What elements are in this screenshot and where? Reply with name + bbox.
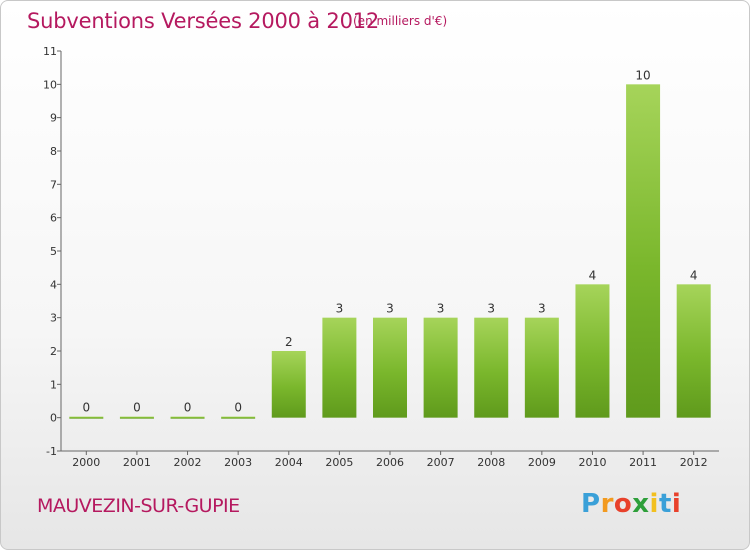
x-tick-label: 2010 xyxy=(578,456,606,469)
value-label: 2 xyxy=(285,335,293,349)
y-tick-label: 1 xyxy=(50,378,57,391)
value-label: 10 xyxy=(635,68,650,82)
x-tick-label: 2004 xyxy=(275,456,303,469)
x-tick-label: 2009 xyxy=(528,456,556,469)
x-tick-label: 2011 xyxy=(629,456,657,469)
y-tick-label: 7 xyxy=(50,178,57,191)
bar-2011 xyxy=(626,84,661,418)
y-tick-label: 5 xyxy=(50,245,57,258)
y-tick-label: 4 xyxy=(50,278,57,291)
x-tick-label: 2003 xyxy=(224,456,252,469)
value-label: 4 xyxy=(690,268,698,282)
chart-title: Subventions Versées 2000 à 2012 xyxy=(27,9,380,33)
bar-2010 xyxy=(575,284,610,418)
bar-2006 xyxy=(373,317,407,418)
y-tick-label: 0 xyxy=(50,412,57,425)
logo-letter: i xyxy=(671,489,682,519)
y-tick-label: 3 xyxy=(50,312,57,325)
logo-letter: t xyxy=(658,489,672,519)
bar-2001 xyxy=(119,416,154,419)
bar-2000 xyxy=(69,416,104,419)
value-label: 3 xyxy=(336,302,344,316)
x-tick-label: 2005 xyxy=(325,456,353,469)
bar-2004 xyxy=(271,351,306,418)
value-label: 0 xyxy=(234,401,242,415)
x-tick-label: 2007 xyxy=(427,456,455,469)
y-tick-label: 6 xyxy=(50,212,57,225)
y-tick-label: 8 xyxy=(50,145,57,158)
y-tick-label: 2 xyxy=(50,345,57,358)
x-tick-label: 2006 xyxy=(376,456,404,469)
y-tick-label: 10 xyxy=(43,78,57,91)
logo-letter: P xyxy=(581,489,601,519)
value-label: 3 xyxy=(538,302,546,316)
bar-2008 xyxy=(474,317,509,418)
value-label: 3 xyxy=(437,302,445,316)
chart-subtitle: (en milliers d'€) xyxy=(353,14,448,28)
bar-2002 xyxy=(170,416,205,419)
value-label: 0 xyxy=(184,401,192,415)
x-tick-label: 2002 xyxy=(174,456,202,469)
bar-2007 xyxy=(423,317,458,418)
proxiti-logo: Proxiti xyxy=(581,489,681,519)
value-label: 0 xyxy=(133,401,141,415)
value-label: 0 xyxy=(82,401,90,415)
y-tick-label: 9 xyxy=(50,112,57,125)
logo-letter: i xyxy=(649,489,659,519)
x-tick-label: 2001 xyxy=(123,456,151,469)
commune-name: MAUVEZIN-SUR-GUPIE xyxy=(37,495,240,517)
logo-letter: r xyxy=(600,489,614,519)
x-tick-label: 2000 xyxy=(72,456,100,469)
x-tick-label: 2012 xyxy=(680,456,708,469)
logo-letter: o xyxy=(613,489,633,519)
bar-2005 xyxy=(322,317,357,418)
bar-2009 xyxy=(524,317,559,418)
value-label: 3 xyxy=(386,302,394,316)
y-tick-label: 11 xyxy=(43,45,57,58)
logo-letter: x xyxy=(632,489,650,519)
x-tick-label: 2008 xyxy=(477,456,505,469)
bar-2012 xyxy=(676,284,711,418)
value-label: 3 xyxy=(487,302,495,316)
value-label: 4 xyxy=(589,268,597,282)
y-tick-label: -1 xyxy=(46,445,57,458)
bar-2003 xyxy=(221,416,256,419)
